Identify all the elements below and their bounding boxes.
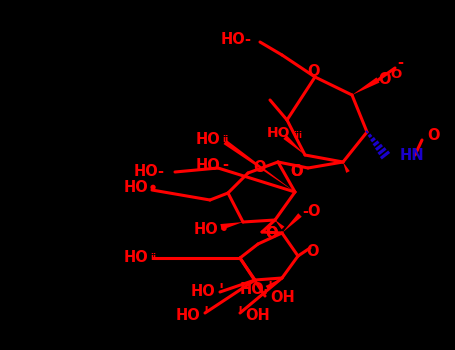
- Text: ii: ii: [150, 252, 156, 261]
- Text: HO: HO: [239, 282, 264, 298]
- Text: ': ': [203, 305, 208, 323]
- Polygon shape: [220, 222, 243, 230]
- Polygon shape: [275, 220, 284, 229]
- Text: ●: ●: [150, 184, 156, 190]
- Text: HO: HO: [195, 133, 220, 147]
- Polygon shape: [352, 77, 379, 95]
- Text: O: O: [306, 244, 318, 259]
- Text: ': ': [267, 280, 272, 298]
- Text: O: O: [307, 64, 319, 79]
- Text: HO-: HO-: [221, 33, 252, 48]
- Text: HO: HO: [195, 158, 220, 173]
- Polygon shape: [223, 140, 295, 192]
- Text: O: O: [427, 127, 440, 142]
- Text: HO: HO: [175, 308, 200, 322]
- Text: HO: HO: [123, 251, 148, 266]
- Text: O: O: [265, 226, 278, 242]
- Text: -O: -O: [302, 203, 320, 218]
- Text: -: -: [397, 56, 403, 70]
- Text: ●: ●: [221, 225, 227, 231]
- Text: O: O: [390, 69, 401, 82]
- Polygon shape: [266, 278, 282, 290]
- Text: O: O: [378, 72, 390, 88]
- Polygon shape: [282, 213, 302, 233]
- Text: OH: OH: [270, 290, 295, 306]
- Text: ': ': [238, 305, 243, 323]
- Text: ii: ii: [222, 134, 228, 144]
- Text: iii: iii: [293, 131, 302, 140]
- Text: HO: HO: [193, 222, 218, 237]
- Text: HO: HO: [267, 126, 290, 140]
- Text: OH: OH: [245, 308, 270, 322]
- Text: O: O: [290, 163, 303, 178]
- Text: ': ': [218, 282, 223, 300]
- Text: ': ': [263, 288, 268, 306]
- Text: O: O: [265, 226, 278, 242]
- Polygon shape: [343, 162, 350, 173]
- Text: HN: HN: [400, 147, 425, 162]
- Text: HO: HO: [190, 285, 215, 300]
- Text: O: O: [290, 163, 303, 178]
- Text: HO: HO: [123, 181, 148, 196]
- Polygon shape: [283, 135, 305, 155]
- Text: O: O: [254, 161, 266, 175]
- Text: HO-: HO-: [134, 164, 165, 180]
- Text: -: -: [222, 156, 228, 172]
